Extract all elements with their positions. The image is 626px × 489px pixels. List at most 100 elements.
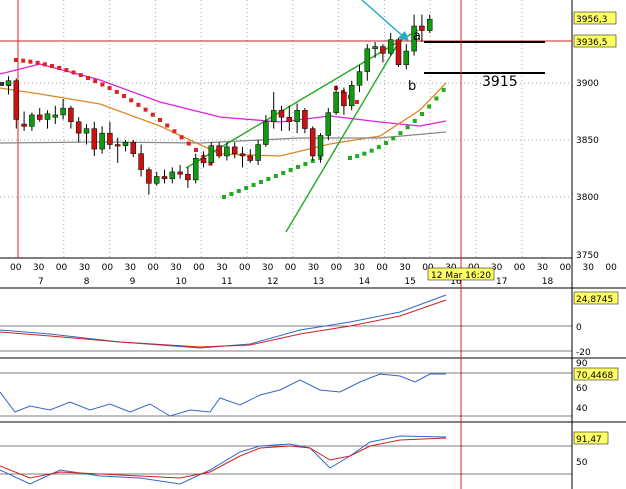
candle-bearish bbox=[395, 39, 402, 66]
candle-bullish bbox=[99, 132, 105, 150]
time-tick-label: 30 bbox=[79, 263, 91, 273]
psar-dot-bull bbox=[244, 186, 249, 190]
candle-bullish bbox=[294, 110, 300, 123]
psar-dot-bear bbox=[136, 102, 141, 107]
osc-axis-labels: 24,8745 0 -20 90 70,4468 60 40 91,47 50 bbox=[573, 291, 619, 468]
candle-bearish bbox=[309, 128, 316, 157]
candle-bullish bbox=[333, 91, 339, 113]
candle-bullish bbox=[29, 114, 35, 127]
osc1-signal-red bbox=[0, 299, 447, 348]
psar-dot-old bbox=[0, 82, 4, 86]
osc1-value-label: 24,8745 bbox=[576, 295, 613, 305]
day-label: 13 bbox=[313, 277, 324, 287]
osc3-line-blue bbox=[0, 435, 447, 485]
candle-bearish bbox=[75, 121, 82, 134]
osc2-tick-60: 60 bbox=[576, 384, 588, 394]
psar-dot-bull bbox=[412, 118, 417, 123]
psar-dot-bear bbox=[14, 58, 18, 62]
osc2-value-tag bbox=[573, 367, 619, 381]
psar-dot-bear bbox=[57, 65, 62, 70]
candle-bullish bbox=[403, 50, 410, 66]
candle-bearish bbox=[107, 132, 113, 145]
psar-dot-bear bbox=[78, 73, 83, 78]
candle-bullish bbox=[387, 39, 394, 54]
candle-bearish bbox=[36, 114, 43, 120]
psar-dot-bull bbox=[391, 136, 396, 141]
candle-bullish bbox=[60, 107, 66, 116]
psar-dot-bear bbox=[35, 60, 40, 65]
candle-bearish bbox=[114, 144, 121, 147]
psar-dot-bull bbox=[405, 125, 410, 130]
price-tick: 3800 bbox=[576, 193, 599, 203]
level-price-tag bbox=[573, 34, 617, 48]
candle-bullish bbox=[5, 80, 12, 86]
oscillator-panels[interactable] bbox=[0, 294, 572, 485]
candle-bearish bbox=[239, 153, 246, 157]
psar-dot-bull bbox=[362, 151, 367, 156]
time-tick-label: 30 bbox=[537, 263, 549, 273]
candle-bearish bbox=[216, 145, 222, 157]
cursor-time-label: 12 Mar 16:20 bbox=[431, 271, 491, 281]
psar-dot-bear bbox=[28, 59, 33, 64]
day-label: 12 bbox=[267, 277, 278, 287]
candle-bullish bbox=[52, 114, 59, 118]
day-label: 7 bbox=[38, 277, 44, 287]
day-label: 10 bbox=[175, 277, 187, 287]
candle-bullish bbox=[411, 25, 417, 52]
time-tick-label: 00 bbox=[331, 263, 343, 273]
candle-bullish bbox=[153, 176, 160, 184]
psar-dot-bear bbox=[93, 79, 98, 84]
day-label: 11 bbox=[221, 277, 232, 287]
psar-dot-bull bbox=[427, 104, 432, 109]
day-label: 8 bbox=[84, 277, 90, 287]
candle-bearish bbox=[161, 176, 168, 180]
osc1-value-tag bbox=[573, 291, 619, 305]
candle-bearish bbox=[185, 173, 191, 181]
psar-dot-bear bbox=[86, 76, 90, 80]
time-tick-label: 30 bbox=[399, 263, 411, 273]
trendline-upper bbox=[185, 29, 419, 169]
candle-bearish bbox=[91, 128, 98, 150]
candle-bearish bbox=[130, 142, 137, 154]
candle-bullish bbox=[372, 46, 378, 50]
time-tick-label: 00 bbox=[239, 263, 251, 273]
time-tick-label: 00 bbox=[147, 263, 159, 273]
osc1-tick-neg20: -20 bbox=[576, 348, 591, 358]
psar-dot-bear bbox=[194, 148, 198, 152]
candle-bullish bbox=[364, 48, 371, 72]
candle-bullish bbox=[255, 144, 261, 161]
day-label: 17 bbox=[496, 277, 507, 287]
psar-dot-bear bbox=[100, 82, 105, 87]
psar-dot-bull bbox=[376, 145, 381, 150]
time-tick-label: 30 bbox=[583, 263, 595, 273]
psar-dot-bull bbox=[348, 156, 352, 160]
psar-dot-bull bbox=[398, 131, 403, 136]
psar-dot-bear bbox=[114, 89, 119, 94]
moving-average-long bbox=[0, 131, 447, 144]
time-cursor-tag: 12 Mar 16:20 bbox=[427, 267, 495, 281]
osc2-tick-40: 40 bbox=[576, 404, 588, 414]
price-panel[interactable] bbox=[0, 0, 572, 489]
psar-dot-bear bbox=[122, 94, 126, 98]
trendline-steep bbox=[285, 39, 401, 233]
candle-bearish bbox=[278, 110, 285, 118]
time-axis: 00 30 00 30 00 30 00 30 00 30 00 30 00 30 00 30 00 30 00 30… bbox=[10, 263, 617, 287]
psar-dot-bull bbox=[441, 87, 446, 92]
candle-bullish bbox=[208, 145, 215, 164]
candle-bullish bbox=[317, 135, 324, 157]
osc3-tick-50: 50 bbox=[576, 458, 588, 468]
candle-bearish bbox=[419, 25, 425, 31]
time-tick-label: 00 bbox=[605, 263, 617, 273]
level-price-label: 3936,5 bbox=[576, 38, 608, 48]
day-label: 16 bbox=[450, 277, 462, 287]
day-label: 14 bbox=[359, 277, 371, 287]
osc2-line bbox=[0, 373, 446, 417]
price-tick: 3750 bbox=[576, 251, 599, 261]
price-axis: 3900 3850 3800 3750 3956,3 3936,5 bbox=[573, 11, 617, 261]
psar-dot-bear bbox=[21, 58, 26, 63]
psar-dot-bull bbox=[236, 189, 241, 193]
psar-dot-bear bbox=[42, 62, 47, 67]
candle-bullish bbox=[83, 128, 90, 134]
psar-dot-bull bbox=[229, 192, 234, 196]
time-tick-label: 00 bbox=[376, 263, 388, 273]
